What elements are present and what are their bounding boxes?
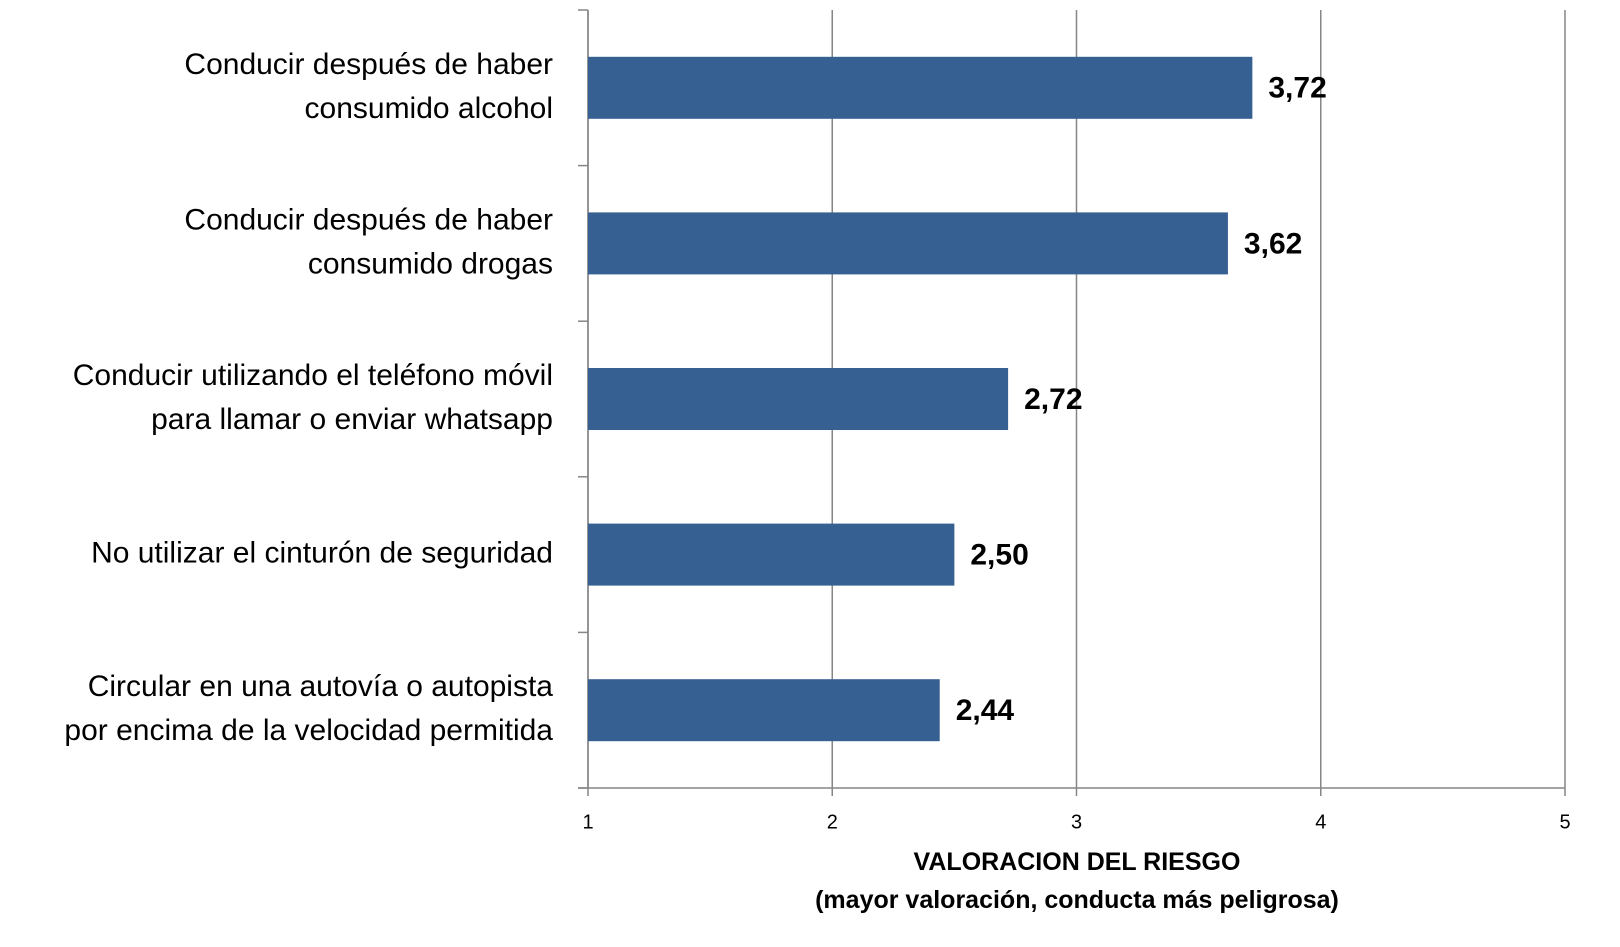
y-tick-label: Circular en una autovía o autopista por e… (64, 670, 553, 747)
x-tick-label: 1 (582, 811, 593, 833)
value-label: 2,44 (956, 694, 1015, 727)
y-tick-label: Conducir después de haber consumido droga… (184, 203, 553, 280)
value-label: 2,50 (970, 539, 1028, 572)
text-line: consumido drogas (308, 247, 553, 280)
text-line: No utilizar el cinturón de seguridad (91, 537, 553, 570)
bar (588, 679, 940, 742)
text-line: Conducir después de haber (184, 203, 553, 236)
x-tick-label: 4 (1315, 811, 1326, 833)
x-tick-label: 5 (1559, 811, 1570, 833)
text-line: VALORACION DEL RIESGO (914, 848, 1241, 876)
value-label: 2,72 (1024, 383, 1082, 416)
bar (588, 212, 1228, 275)
y-tick-label: Conducir después de haber consumido alcoh… (184, 48, 553, 125)
bar (588, 368, 1009, 430)
x-axis-label: VALORACION DEL RIESGO (mayor valoración, … (815, 848, 1339, 914)
text-line: Conducir utilizando el teléfono móvil (73, 359, 553, 392)
y-tick-label: No utilizar el cinturón de seguridad (91, 537, 553, 570)
text-line: Conducir después de haber (184, 48, 553, 81)
x-tick-label: 3 (1071, 811, 1082, 833)
text-line: para llamar o enviar whatsapp (151, 403, 553, 436)
x-tick-label: 2 (827, 811, 838, 833)
value-label: 3,62 (1244, 227, 1302, 260)
value-label: 3,72 (1268, 72, 1326, 105)
bar (588, 56, 1253, 119)
text-line: por encima de la velocidad permitida (64, 714, 553, 747)
y-tick-label: Conducir utilizando el teléfono móvil par… (73, 359, 553, 436)
text-line: Circular en una autovía o autopista (88, 670, 554, 703)
bar (588, 523, 955, 586)
text-line: consumido alcohol (305, 92, 553, 125)
text-line: (mayor valoración, conducta más peligros… (815, 886, 1339, 914)
